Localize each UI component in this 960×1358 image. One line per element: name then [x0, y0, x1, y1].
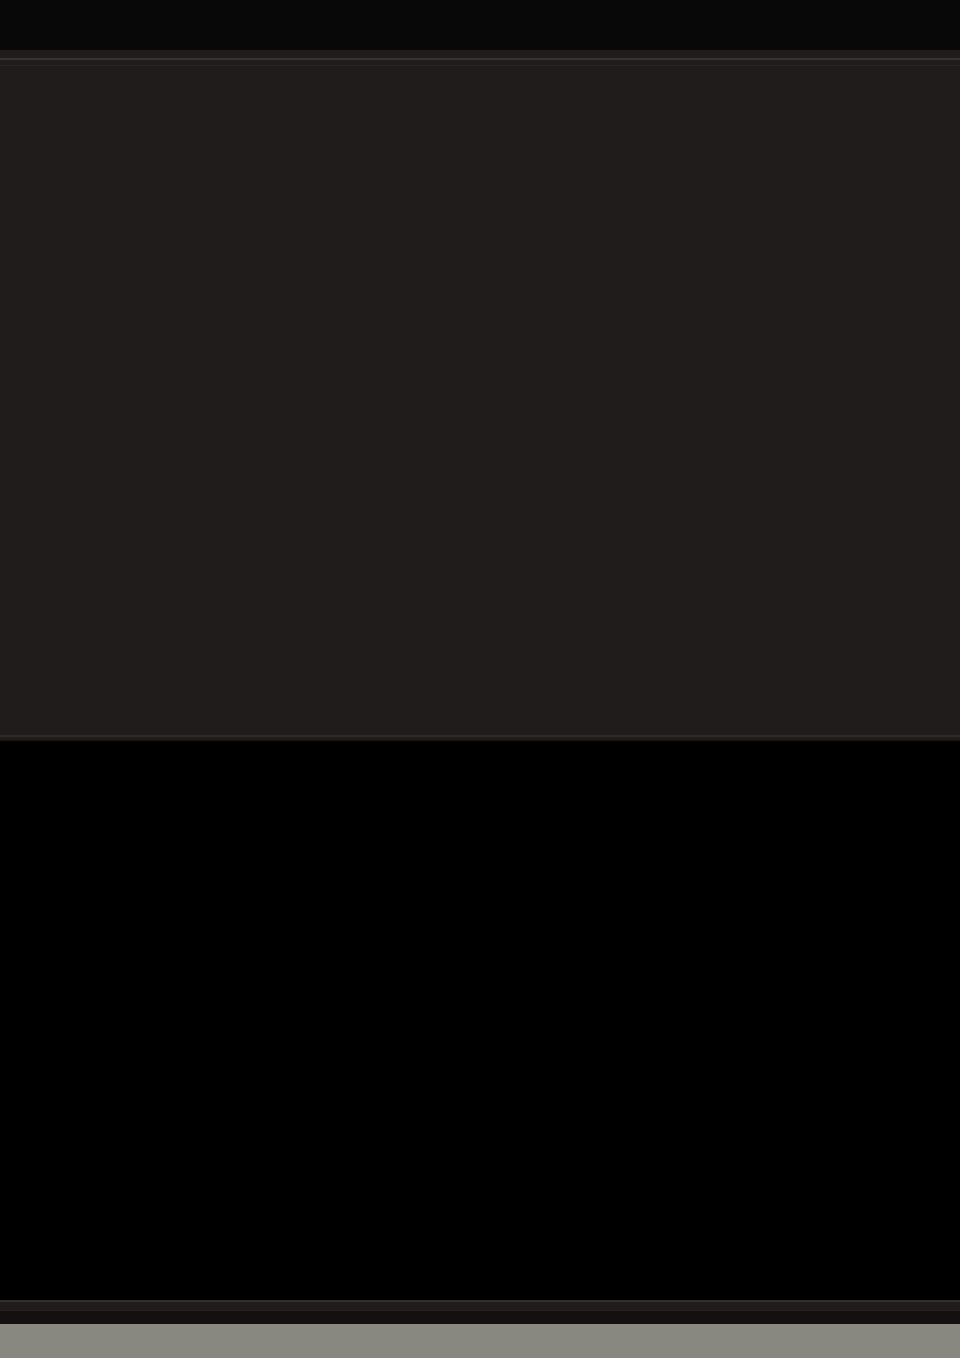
FancyBboxPatch shape — [0, 1324, 960, 1358]
FancyBboxPatch shape — [0, 1310, 960, 1324]
FancyBboxPatch shape — [0, 740, 960, 1301]
FancyBboxPatch shape — [0, 0, 960, 49]
